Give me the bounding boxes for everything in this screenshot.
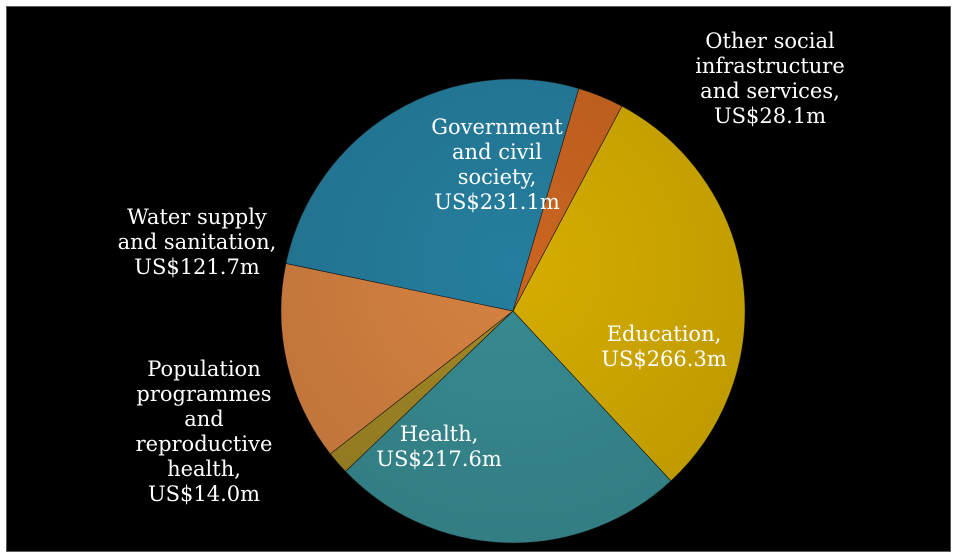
chart-frame: Education, US$266.3m Health, US$217.6m P…: [6, 6, 951, 552]
slice-label-government: Government and civil society, US$231.1m: [431, 115, 563, 214]
slice-label-other: Other social infrastructure and services…: [695, 29, 845, 128]
slice-label-water: Water supply and sanitation, US$121.7m: [117, 205, 277, 279]
slice-label-education: Education, US$266.3m: [601, 322, 727, 371]
slice-label-population: Population programmes and reproductive h…: [135, 357, 273, 506]
slice-label-health: Health, US$217.6m: [376, 422, 502, 471]
